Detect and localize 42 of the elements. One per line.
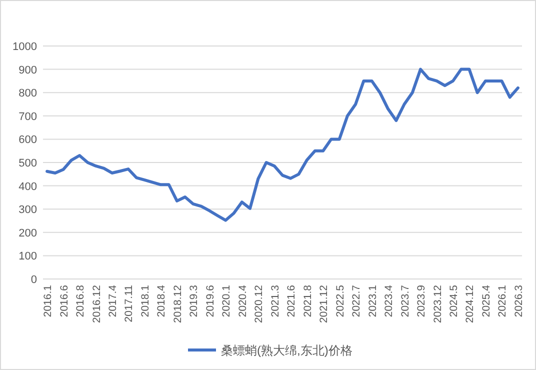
x-tick-label: 2023.1 — [366, 284, 379, 318]
legend-label: 桑螵蛸(熟大绵,东北)价格 — [221, 344, 352, 358]
x-tick-label: 2018.1 — [139, 284, 152, 318]
x-tick-label: 2023.12 — [432, 284, 444, 323]
y-tick-label: 200 — [18, 227, 37, 240]
x-tick-label: 2021.8 — [302, 284, 314, 318]
x-tick-label: 2020.4 — [236, 284, 249, 318]
y-tick-label: 1000 — [12, 41, 37, 53]
x-tick-label: 2021.6 — [286, 284, 298, 318]
x-tick-label: 2026.1 — [496, 284, 509, 318]
x-tick-label: 2020.12 — [253, 284, 266, 323]
x-tick-label: 2022.7 — [350, 284, 363, 318]
x-tick-label: 2018.12 — [172, 284, 184, 323]
x-tick-label: 2016.1 — [42, 284, 54, 318]
x-tick-label: 2024.5 — [448, 284, 460, 318]
y-tick-label: 900 — [18, 64, 37, 76]
y-tick-label: 600 — [18, 134, 37, 146]
y-tick-label: 0 — [30, 274, 37, 286]
x-tick-label: 2020.1 — [220, 284, 233, 318]
x-tick-label: 2016.8 — [74, 284, 87, 318]
y-tick-label: 700 — [18, 110, 37, 123]
x-tick-label: 2016.6 — [58, 284, 70, 318]
y-tick-label: 500 — [18, 158, 37, 170]
y-tick-label: 100 — [18, 250, 37, 263]
x-tick-label: 2025.4 — [480, 284, 492, 318]
x-tick-label: 2021.12 — [318, 284, 330, 323]
x-tick-label: 2023.9 — [416, 284, 428, 318]
x-tick-label: 2022.5 — [334, 284, 346, 318]
y-tick-label: 400 — [18, 180, 37, 193]
x-tick-label: 2026.3 — [512, 284, 525, 318]
x-tick-label: 2019.6 — [204, 284, 216, 318]
x-tick-label: 2024.12 — [464, 284, 476, 323]
y-tick-label: 800 — [18, 88, 37, 100]
x-tick-label: 2017.4 — [107, 284, 120, 318]
y-tick-label: 300 — [18, 204, 37, 216]
x-tick-label: 2023.4 — [383, 284, 396, 318]
x-tick-label: 2018.4 — [156, 284, 168, 318]
x-tick-label: 2021.3 — [269, 284, 282, 318]
x-tick-label: 2017.11 — [123, 284, 136, 322]
x-tick-label: 2019.3 — [188, 284, 200, 318]
x-tick-label: 2016.12 — [90, 284, 103, 323]
x-tick-label: 2023.7 — [399, 284, 412, 318]
